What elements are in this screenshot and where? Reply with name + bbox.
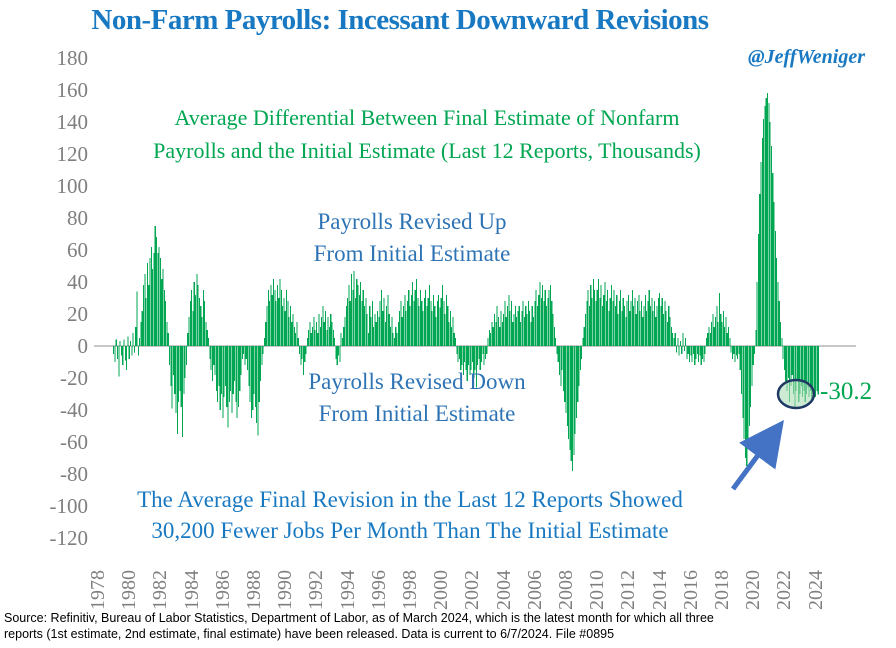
author-handle: @JeffWeniger (748, 46, 865, 68)
x-tick-label: 1994 (336, 570, 359, 610)
y-tick-label: 40 (67, 270, 88, 294)
chart-subtitle-line1: Average Differential Between Final Estim… (174, 105, 680, 130)
x-tick-label: 1982 (149, 570, 172, 610)
x-tick-label: 2002 (461, 570, 484, 610)
bars-group (113, 93, 819, 471)
annotation-revised-up: Payrolls Revised Up From Initial Estimat… (212, 206, 612, 270)
annotation-revised-down-line1: Payrolls Revised Down (308, 369, 526, 394)
y-tick-label: 140 (56, 110, 89, 134)
annotation-bottom-summary: The Average Final Revision in the Last 1… (60, 484, 760, 546)
source-footnote: Source: Refinitiv, Bureau of Labor Stati… (4, 610, 894, 642)
chart-subtitle: Average Differential Between Final Estim… (57, 101, 797, 167)
y-tick-label: 160 (56, 78, 89, 102)
source-footnote-line2: reports (1st estimate, 2nd estimate, fin… (4, 627, 615, 641)
y-tick-label: 0 (77, 334, 89, 358)
highlight-ellipse (776, 378, 816, 410)
callout-arrow (730, 419, 784, 491)
x-tick-label: 1998 (399, 570, 421, 610)
source-footnote-line1: Source: Refinitiv, Bureau of Labor Stati… (4, 611, 714, 625)
y-tick-label: -20 (60, 366, 88, 390)
annotation-revised-up-line1: Payrolls Revised Up (317, 209, 507, 234)
x-tick-label: 2004 (492, 570, 515, 610)
page-title: Non-Farm Payrolls: Incessant Downward Re… (91, 4, 709, 36)
y-tick-label: 100 (56, 174, 89, 198)
y-tick-label: -80 (60, 462, 88, 486)
x-tick-label: 1986 (211, 570, 234, 610)
y-tick-label: 180 (56, 46, 89, 70)
x-tick-label: 1978 (87, 570, 109, 610)
x-tick-label: 2008 (555, 570, 577, 610)
annotation-revised-up-line2: From Initial Estimate (313, 241, 511, 266)
x-tick-label: 2016 (679, 570, 702, 610)
y-tick-label: -60 (60, 430, 88, 454)
x-tick-label: 2014 (648, 570, 671, 610)
x-tick-label: 1984 (180, 570, 203, 610)
y-tick-label: -120 (49, 526, 89, 550)
x-tick-label: 1992 (305, 570, 328, 610)
x-tick-label: 2000 (430, 570, 453, 610)
y-tick-label: 60 (67, 238, 88, 262)
y-tick-label: 80 (67, 206, 88, 230)
x-tick-label: 1988 (243, 570, 265, 610)
x-tick-label: 1980 (118, 570, 141, 610)
chart-subtitle-line2: Payrolls and the Initial Estimate (Last … (153, 138, 701, 163)
x-tick-label: 2020 (742, 570, 765, 610)
y-tick-label: 20 (67, 302, 88, 326)
y-tick-label: -40 (60, 398, 88, 422)
y-tick-label: 120 (56, 142, 89, 166)
annotation-bottom-line1: The Average Final Revision in the Last 1… (137, 487, 683, 512)
x-tick-label: 2024 (804, 570, 827, 610)
x-tick-label: 1990 (274, 570, 297, 610)
x-tick-label: 2018 (711, 570, 733, 610)
annotation-revised-down-line2: From Initial Estimate (318, 401, 516, 426)
callout-value-label: -30.2 (820, 378, 873, 405)
x-tick-label: 2006 (523, 570, 546, 610)
annotation-revised-down: Payrolls Revised Down From Initial Estim… (217, 366, 617, 430)
x-tick-label: 2022 (773, 570, 796, 610)
x-tick-label: 2010 (586, 570, 609, 610)
annotation-bottom-line2: 30,200 Fewer Jobs Per Month Than The Ini… (151, 518, 669, 543)
y-tick-label: -100 (49, 494, 89, 518)
x-tick-label: 2012 (617, 570, 640, 610)
x-tick-label: 1996 (367, 570, 390, 610)
